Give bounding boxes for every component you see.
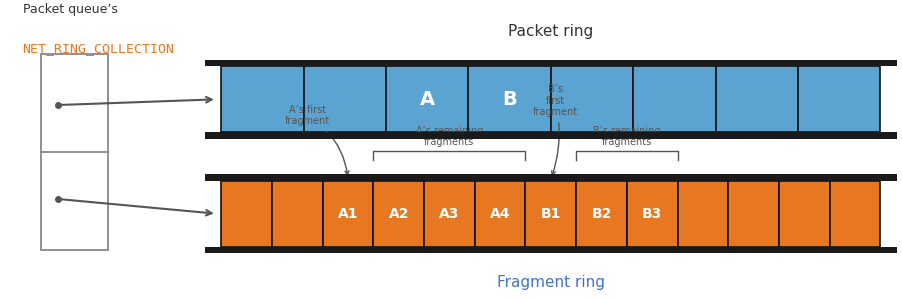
FancyBboxPatch shape bbox=[424, 181, 474, 247]
FancyBboxPatch shape bbox=[303, 66, 386, 132]
FancyBboxPatch shape bbox=[205, 132, 896, 139]
FancyBboxPatch shape bbox=[715, 66, 797, 132]
Text: Packet queue’s: Packet queue’s bbox=[23, 3, 117, 16]
FancyBboxPatch shape bbox=[205, 174, 896, 181]
FancyBboxPatch shape bbox=[272, 181, 322, 247]
FancyBboxPatch shape bbox=[550, 66, 632, 132]
Text: A: A bbox=[419, 90, 434, 109]
Text: B: B bbox=[502, 90, 517, 109]
FancyBboxPatch shape bbox=[221, 181, 272, 247]
FancyBboxPatch shape bbox=[205, 247, 896, 253]
FancyBboxPatch shape bbox=[474, 181, 525, 247]
FancyBboxPatch shape bbox=[373, 181, 424, 247]
FancyBboxPatch shape bbox=[626, 181, 676, 247]
Text: A’s first
fragment: A’s first fragment bbox=[284, 105, 348, 175]
FancyBboxPatch shape bbox=[41, 54, 108, 250]
FancyBboxPatch shape bbox=[322, 181, 373, 247]
Text: B’s remaining
fragments: B’s remaining fragments bbox=[593, 126, 660, 147]
Text: Packet ring: Packet ring bbox=[508, 23, 593, 39]
Text: B’s
first
fragment: B’s first fragment bbox=[532, 84, 577, 175]
Text: B1: B1 bbox=[540, 207, 560, 221]
FancyBboxPatch shape bbox=[632, 66, 715, 132]
FancyBboxPatch shape bbox=[575, 181, 626, 247]
Text: A3: A3 bbox=[438, 207, 459, 221]
FancyBboxPatch shape bbox=[797, 66, 879, 132]
FancyBboxPatch shape bbox=[221, 66, 303, 132]
Text: A2: A2 bbox=[388, 207, 409, 221]
Text: A1: A1 bbox=[337, 207, 358, 221]
FancyBboxPatch shape bbox=[728, 181, 778, 247]
Text: Fragment ring: Fragment ring bbox=[496, 275, 604, 290]
Text: B3: B3 bbox=[641, 207, 662, 221]
Text: B2: B2 bbox=[591, 207, 611, 221]
Text: A4: A4 bbox=[489, 207, 510, 221]
FancyBboxPatch shape bbox=[829, 181, 879, 247]
FancyBboxPatch shape bbox=[778, 181, 829, 247]
Text: A’s remaining
fragments: A’s remaining fragments bbox=[415, 126, 483, 147]
FancyBboxPatch shape bbox=[386, 66, 468, 132]
FancyBboxPatch shape bbox=[676, 181, 728, 247]
FancyBboxPatch shape bbox=[205, 60, 896, 66]
FancyBboxPatch shape bbox=[468, 66, 550, 132]
Text: NET_RING_COLLECTION: NET_RING_COLLECTION bbox=[23, 42, 174, 55]
FancyBboxPatch shape bbox=[525, 181, 575, 247]
